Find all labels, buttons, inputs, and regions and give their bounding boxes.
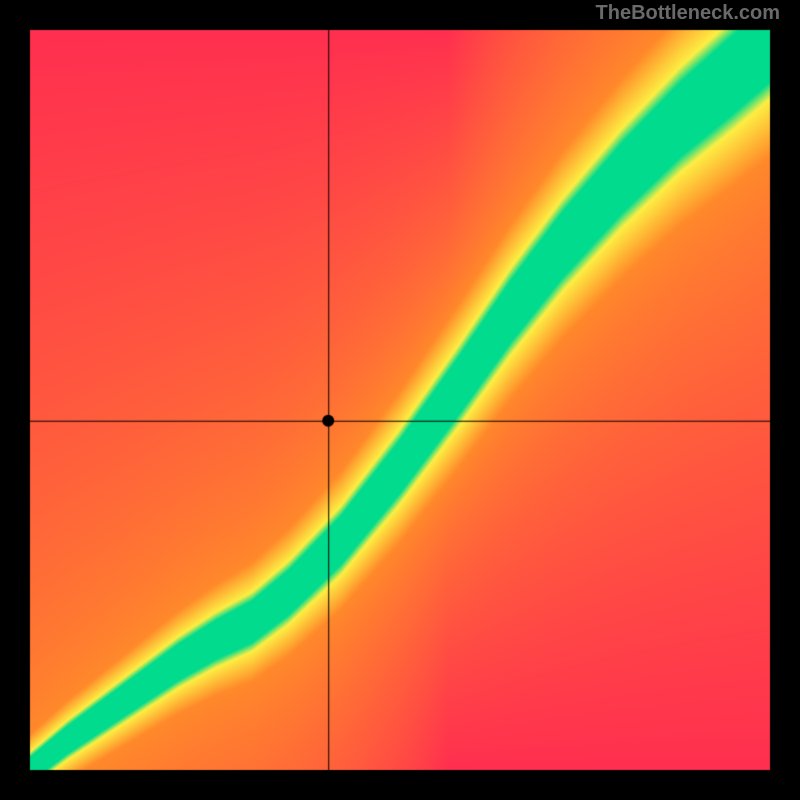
watermark-text: TheBottleneck.com xyxy=(596,2,780,25)
heatmap-canvas xyxy=(0,0,800,800)
chart-container: TheBottleneck.com xyxy=(0,0,800,800)
